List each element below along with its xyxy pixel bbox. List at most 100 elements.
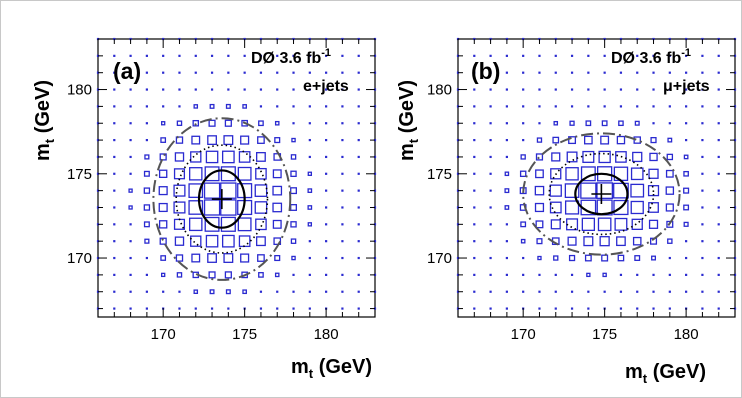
likelihood-box [221,234,235,248]
likelihood-point [308,54,311,57]
likelihood-point [505,290,508,293]
likelihood-point [717,273,720,276]
likelihood-point [325,189,328,192]
likelihood-point [587,71,590,74]
likelihood-point [129,105,132,108]
likelihood-box [584,254,592,262]
likelihood-box [159,237,167,245]
likelihood-box [158,220,168,229]
likelihood-box [290,204,297,211]
likelihood-point [522,273,525,276]
likelihood-box [551,152,561,162]
likelihood-box [633,136,641,144]
likelihood-box [549,184,562,197]
likelihood-box [666,153,674,161]
likelihood-point [587,88,590,91]
likelihood-point [308,71,311,74]
likelihood-box [189,217,203,232]
likelihood-point [717,206,720,209]
contour-dashdot [152,117,292,281]
likelihood-point [489,240,492,243]
likelihood-point [522,88,525,91]
likelihood-point [619,307,623,310]
likelihood-box [290,170,297,177]
y-tick-label: 175 [67,166,92,183]
likelihood-point [489,138,492,142]
likelihood-point [308,273,311,276]
likelihood-point [701,122,704,125]
likelihood-point [570,54,574,57]
likelihood-point [308,122,311,125]
likelihood-point [570,105,574,108]
likelihood-point [162,88,165,91]
y-tick-label: 180 [427,82,452,99]
likelihood-box [176,272,183,278]
likelihood-point [357,138,360,142]
likelihood-point [357,206,360,209]
likelihood-point [145,54,148,57]
likelihood-point [276,54,279,57]
likelihood-box [254,184,268,197]
likelihood-point [194,307,197,310]
likelihood-point [505,71,508,74]
likelihood-box [291,255,296,261]
likelihood-point [162,105,165,108]
likelihood-box [651,255,657,261]
likelihood-point [129,88,132,91]
likelihood-box [504,205,510,210]
likelihood-box [550,168,562,180]
likelihood-box [225,289,231,295]
likelihood-box [143,221,150,228]
likelihood-point [341,240,344,243]
likelihood-box [565,167,579,181]
likelihood-box [614,217,628,231]
likelihood-point [325,71,328,74]
likelihood-point [325,122,328,125]
likelihood-point [652,307,655,310]
likelihood-point [178,307,181,310]
likelihood-point [325,54,328,57]
likelihood-point [538,307,541,310]
likelihood-box [174,152,185,162]
likelihood-point [554,88,557,91]
likelihood-point [308,88,311,91]
likelihood-point [473,105,476,108]
likelihood-point [113,138,116,142]
likelihood-box [175,254,184,262]
experiment-label: DØ 3.6 fb-1 [611,47,691,67]
likelihood-point [570,88,574,91]
likelihood-point [489,256,492,260]
likelihood-box [237,166,252,181]
likelihood-point [308,155,311,159]
likelihood-point [308,307,311,310]
likelihood-point [489,88,492,91]
likelihood-box [585,120,592,127]
likelihood-point [668,273,671,276]
likelihood-point [113,240,116,243]
likelihood-point [357,307,360,310]
likelihood-point [701,138,704,142]
likelihood-box [242,289,247,295]
likelihood-point [341,54,344,57]
likelihood-point [473,172,476,175]
likelihood-point [717,172,720,175]
likelihood-point [357,256,360,260]
likelihood-box [255,218,267,231]
likelihood-point [325,206,328,209]
likelihood-box [618,120,624,127]
likelihood-point [701,290,704,293]
likelihood-point [341,105,344,108]
likelihood-box [238,235,251,248]
likelihood-point [259,307,263,310]
likelihood-point [701,105,704,108]
likelihood-point [570,307,574,310]
likelihood-point [652,105,655,108]
likelihood-point [276,105,279,108]
likelihood-box [160,137,167,143]
likelihood-box [649,152,658,162]
likelihood-point [636,54,639,57]
likelihood-point [473,54,476,57]
x-tick-label: 170 [151,326,176,343]
likelihood-box [520,154,526,160]
